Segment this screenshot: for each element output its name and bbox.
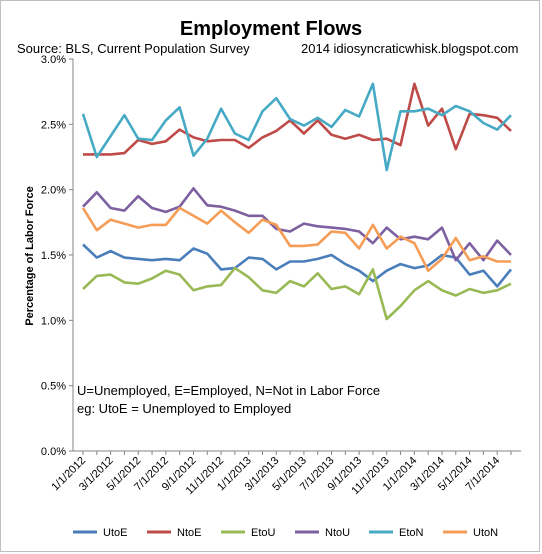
y-tick-label: 0.0%: [41, 446, 66, 458]
chart-title: Employment Flows: [180, 18, 362, 40]
credit-text: 2014 idiosyncraticwhisk.blogspot.com: [301, 41, 519, 56]
y-tick-label: 2.5%: [41, 119, 66, 131]
legend-label-eton: EtoN: [399, 527, 424, 539]
y-tick-label: 3.0%: [41, 54, 66, 66]
series-line-utoe: [82, 243, 513, 288]
legend-label-ntoe: NtoE: [177, 527, 201, 539]
source-text: Source: BLS, Current Population Survey: [17, 41, 250, 56]
y-tick-label: 1.0%: [41, 315, 66, 327]
legend: UtoE NtoE EtoU NtoU EtoN UtoN: [73, 527, 498, 539]
series-line-eton: [81, 82, 512, 172]
annotation-line-1: U=Unemployed, E=Employed, N=Not in Labor…: [77, 383, 380, 398]
series-line-ntou: [82, 187, 512, 262]
legend-label-uton: UtoN: [473, 527, 498, 539]
y-ticks-group: 0.0% 0.5% 1.0% 1.5% 2.0% 2.5% 3.0%: [41, 54, 73, 458]
legend-label-ntou: NtoU: [325, 527, 350, 539]
legend-label-utoe: UtoE: [103, 527, 127, 539]
y-tick-label: 2.0%: [41, 185, 66, 197]
series-line-etou: [82, 266, 512, 321]
x-ticks-group: 1/1/20123/1/20125/1/20127/1/20129/1/2012…: [49, 451, 512, 497]
series-lines-group: [81, 82, 513, 321]
y-axis-label: Percentage of Labor Force: [24, 186, 36, 325]
series-line-uton: [81, 206, 511, 273]
series-line-ntoe: [83, 82, 512, 156]
annotation-line-2: eg: UtoE = Unemployed to Employed: [77, 401, 291, 416]
y-tick-label: 0.5%: [41, 381, 66, 393]
y-tick-label: 1.5%: [41, 250, 66, 262]
legend-label-etou: EtoU: [251, 527, 276, 539]
